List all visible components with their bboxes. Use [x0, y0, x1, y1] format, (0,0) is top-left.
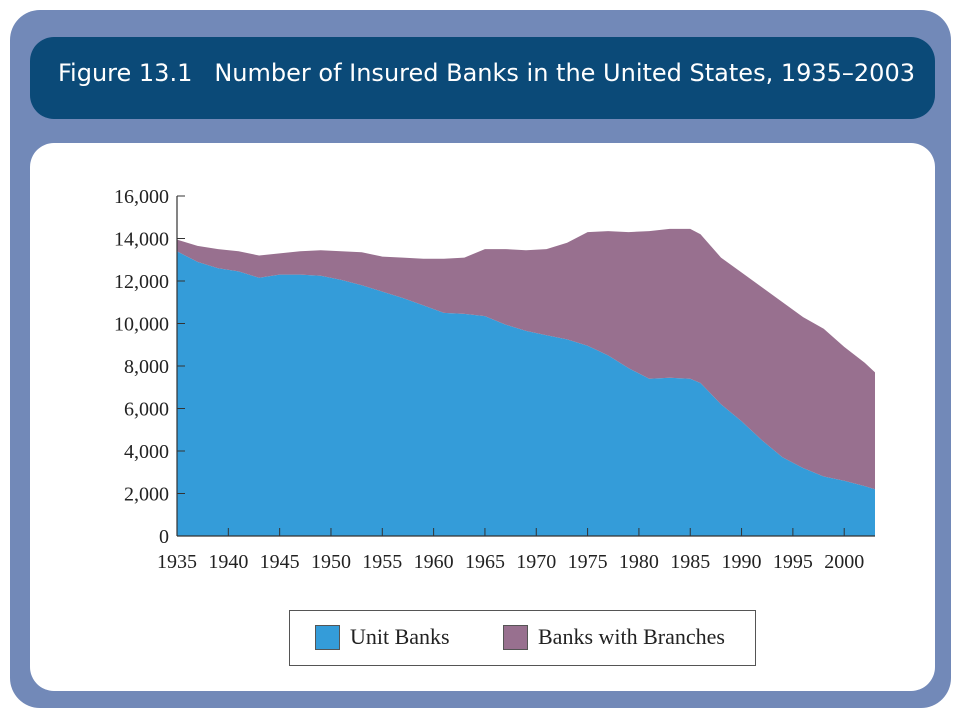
x-tick-label: 1970: [516, 551, 556, 573]
legend-label-banks-with-branches: Banks with Branches: [538, 624, 725, 649]
y-tick-label: 12,000: [114, 271, 169, 293]
figure-frame: Figure 13.1 Number of Insured Banks in th…: [10, 10, 951, 708]
x-tick-label: 1940: [208, 551, 248, 573]
y-tick-label: 8,000: [124, 356, 169, 378]
x-tick-label: 2000: [824, 551, 864, 573]
legend-swatch-unit-banks: [315, 624, 340, 650]
x-tick-label: 1985: [670, 551, 710, 573]
x-tick-label: 1965: [465, 551, 505, 573]
x-tick-label: 1990: [722, 551, 762, 573]
y-tick-label: 4,000: [124, 441, 169, 463]
x-tick-label: 1945: [260, 551, 300, 573]
chart-areas: [177, 228, 875, 537]
title-bar: Figure 13.1 Number of Insured Banks in th…: [30, 37, 935, 119]
x-tick-label: 1950: [311, 551, 351, 573]
figure-number: Figure 13.1: [58, 59, 193, 87]
chart-panel: 0 2,000 4,000 6,000 8,000 10,000 12,000 14,000 1…: [30, 143, 935, 691]
y-tick-label: 6,000: [124, 399, 169, 421]
y-tick-label: 2,000: [124, 484, 169, 506]
figure-title: Figure 13.1 Number of Insured Banks in th…: [58, 59, 915, 87]
x-tick-label: 1995: [773, 551, 813, 573]
x-tick-label: 1975: [568, 551, 608, 573]
x-tick-label: 1935: [157, 551, 197, 573]
legend-item-unit-banks: Unit Banks: [315, 624, 450, 650]
x-tick-label: 1955: [362, 551, 402, 573]
y-tick-label: 16,000: [114, 186, 169, 208]
figure-title-text: Number of Insured Banks in the United St…: [214, 59, 915, 87]
area-banks-with-branches: [177, 228, 875, 490]
area-chart: 0 2,000 4,000 6,000 8,000 10,000 12,000 14,000 1…: [114, 186, 875, 573]
x-tick-label: 1960: [414, 551, 454, 573]
area-unit-banks: [177, 251, 875, 537]
y-tick-label: 0: [159, 526, 169, 548]
chart-axes: 0 2,000 4,000 6,000 8,000 10,000 12,000 14,000 1…: [114, 186, 875, 573]
legend-item-banks-with-branches: Banks with Branches: [503, 624, 725, 650]
chart-legend: Unit Banks Banks with Branches: [289, 610, 756, 666]
y-tick-label: 14,000: [114, 229, 169, 251]
x-tick-label: 1980: [619, 551, 659, 573]
legend-swatch-banks-with-branches: [503, 624, 528, 650]
y-tick-label: 10,000: [114, 314, 169, 336]
legend-label-unit-banks: Unit Banks: [350, 624, 450, 649]
